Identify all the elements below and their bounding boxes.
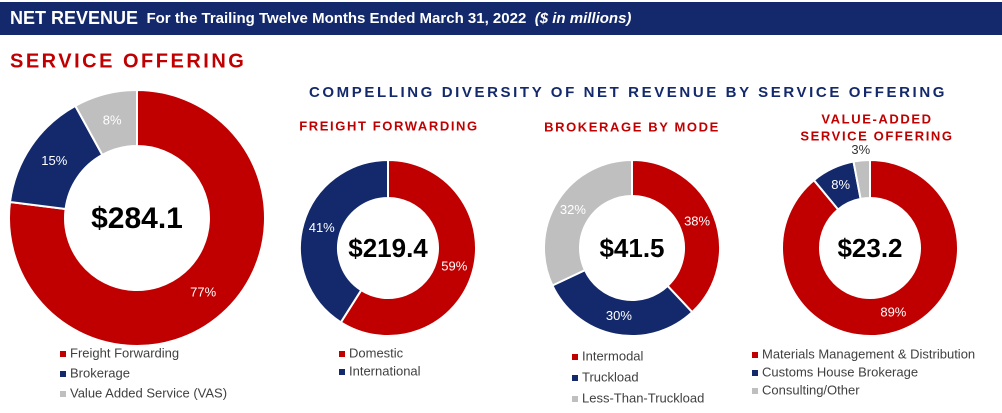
slice-label: 59% (441, 259, 467, 274)
legend-swatch (339, 369, 345, 375)
donut-slice (339, 158, 477, 337)
header-subtitle: For the Trailing Twelve Months Ended Mar… (146, 10, 526, 27)
donut-slice (631, 158, 721, 314)
center-label: $23.2 (837, 233, 902, 263)
legend-swatch (752, 352, 758, 358)
legend-label: Value Added Service (VAS) (70, 385, 227, 400)
donut-slice (781, 158, 959, 337)
slice-label: 77% (190, 284, 216, 299)
center-label: $219.4 (348, 233, 428, 263)
legend-swatch (60, 351, 66, 357)
slice-label: 8% (103, 113, 122, 128)
legend-swatch (60, 371, 66, 377)
donut-slice (8, 88, 266, 347)
slice-label: 89% (880, 304, 906, 319)
legend-label: Materials Management & Distribution (762, 346, 975, 361)
slice-label: 30% (606, 308, 632, 323)
slice-label: 38% (684, 214, 710, 229)
legend-swatch (572, 354, 578, 360)
legend-swatch (339, 351, 345, 357)
header-title: NET REVENUE (10, 8, 138, 28)
legend-label: Less-Than-Truckload (582, 390, 704, 405)
subheading: COMPELLING DIVERSITY OF NET REVENUE BY S… (309, 84, 947, 101)
legend-swatch (572, 375, 578, 381)
chart-title: BROKERAGE BY MODE (544, 119, 720, 134)
header: NET REVENUE For the Trailing Twelve Mont… (10, 8, 631, 28)
center-label: $41.5 (599, 233, 664, 263)
donut-slice (299, 158, 389, 324)
chart-title: SERVICE OFFERING (800, 128, 953, 143)
slice-label: 32% (560, 202, 586, 217)
header-units: ($ in millions) (535, 10, 632, 27)
legend-swatch (752, 370, 758, 376)
legend-label: Freight Forwarding (70, 345, 179, 360)
legend-swatch (60, 391, 66, 397)
legend-label: International (349, 363, 421, 378)
chart-title: SERVICE OFFERING (10, 50, 246, 72)
donut-slice (543, 158, 633, 287)
donut-slice (551, 268, 694, 337)
legend-label: Brokerage (70, 365, 130, 380)
slice-label: 41% (309, 220, 335, 235)
legend-swatch (752, 388, 758, 394)
legend-label: Customs House Brokerage (762, 364, 918, 379)
slice-label: 15% (41, 153, 67, 168)
donut-slice (73, 88, 138, 157)
header-bar (0, 2, 1002, 35)
chart-title: VALUE-ADDED (821, 111, 932, 126)
donut-slice (852, 158, 871, 201)
legend-label: Consulting/Other (762, 382, 860, 397)
legend-label: Truckload (582, 369, 639, 384)
legend-label: Domestic (349, 345, 404, 360)
chart-title: FREIGHT FORWARDING (299, 118, 479, 133)
slice-label: 3% (851, 142, 870, 157)
legend-swatch (572, 396, 578, 402)
center-label: $284.1 (91, 202, 183, 235)
legend-label: Intermodal (582, 348, 644, 363)
slice-label: 8% (831, 177, 850, 192)
